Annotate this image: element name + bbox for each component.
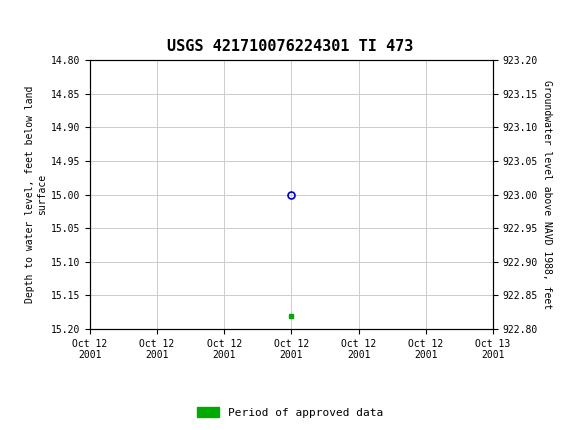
Text: USGS 421710076224301 TI 473: USGS 421710076224301 TI 473 bbox=[167, 39, 413, 53]
Legend: Period of approved data: Period of approved data bbox=[193, 403, 387, 422]
Text: USGS: USGS bbox=[32, 13, 79, 28]
Y-axis label: Groundwater level above NAVD 1988, feet: Groundwater level above NAVD 1988, feet bbox=[542, 80, 552, 309]
Y-axis label: Depth to water level, feet below land
surface: Depth to water level, feet below land su… bbox=[25, 86, 46, 303]
